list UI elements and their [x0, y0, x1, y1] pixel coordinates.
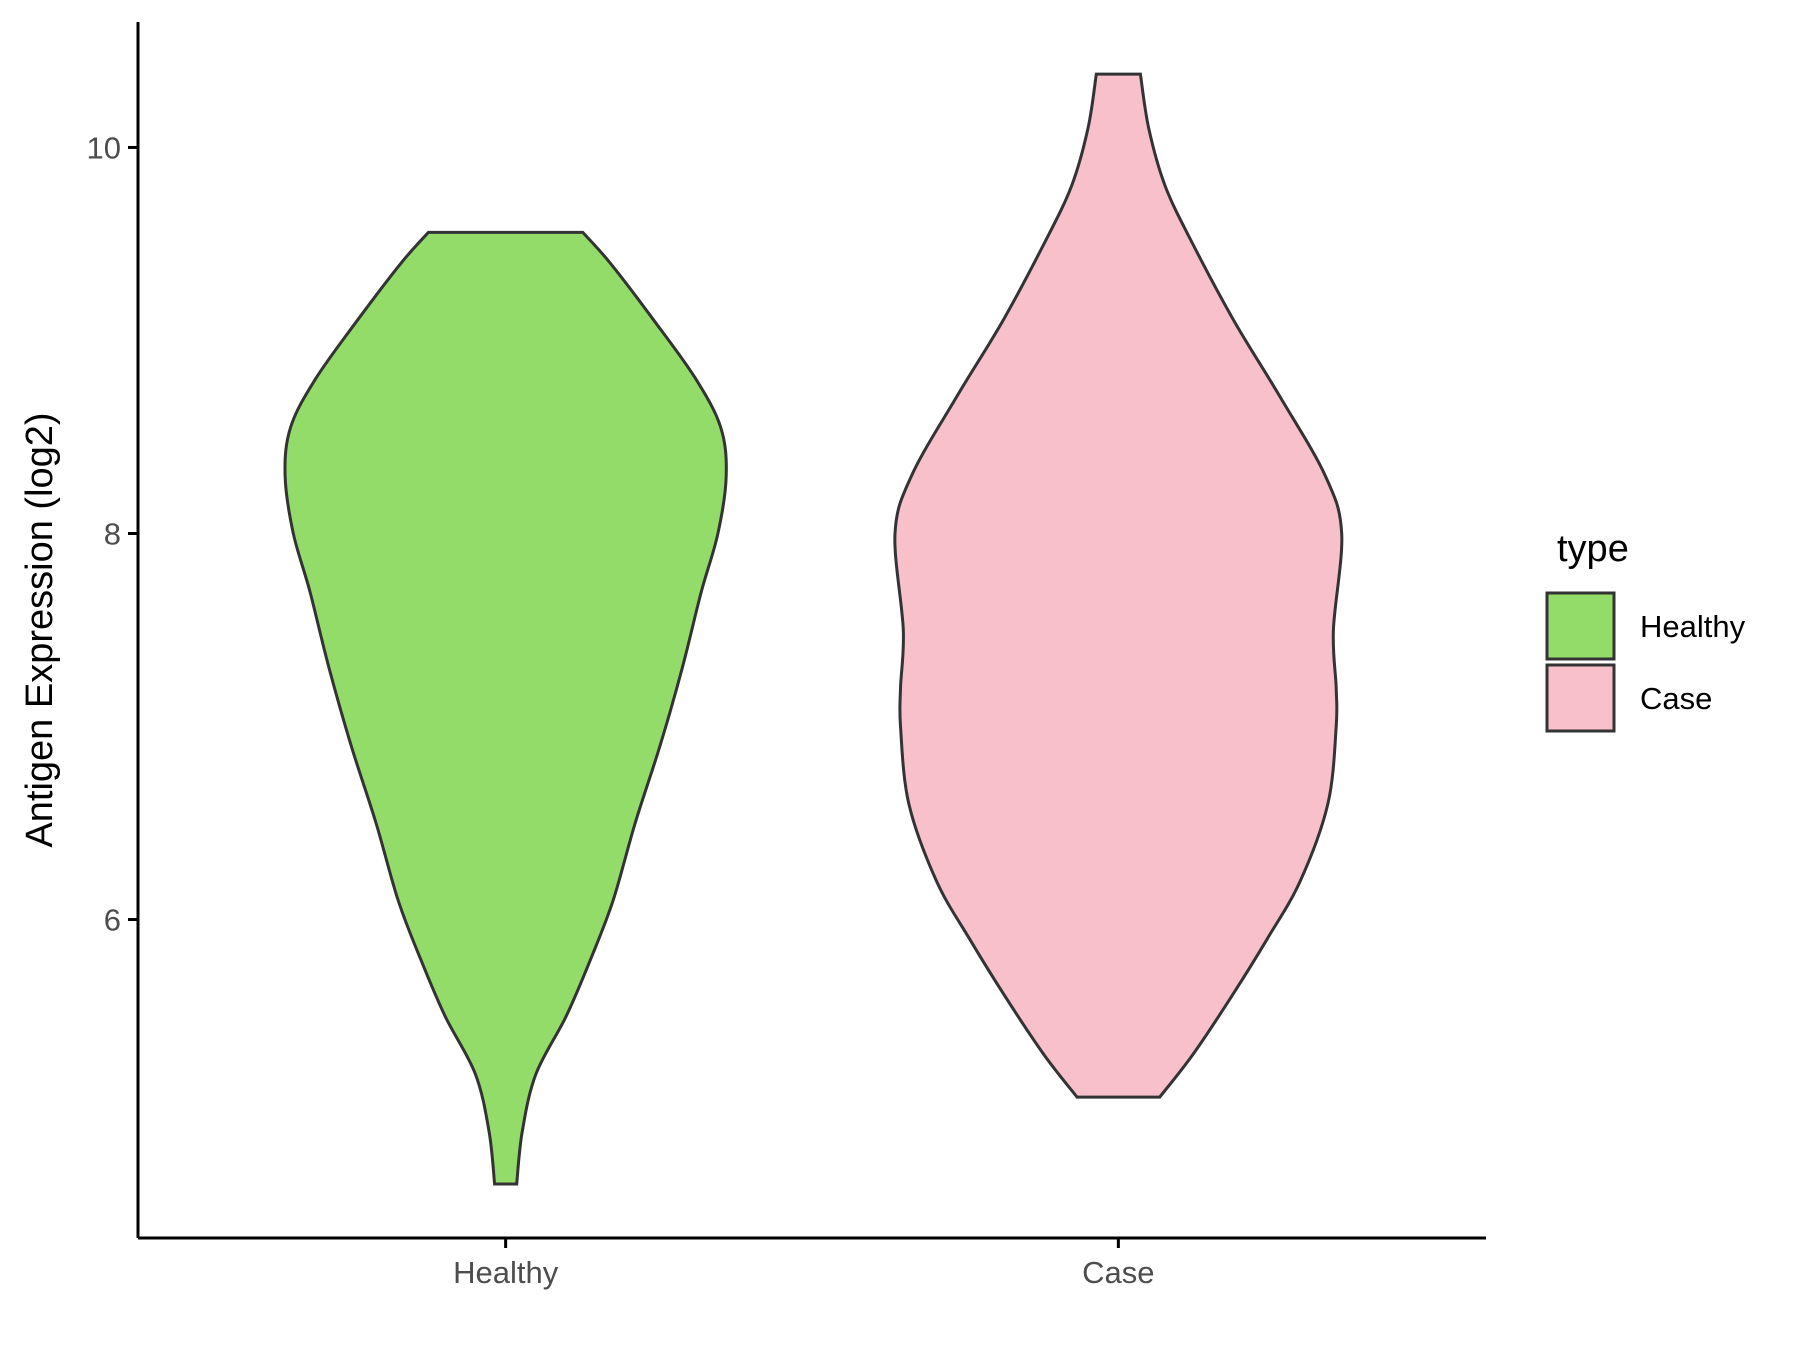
x-ticks: Healthy Case: [453, 1238, 1155, 1290]
legend-swatch-case: [1545, 663, 1616, 733]
violin-layer: [283, 72, 1344, 1186]
x-tick-label: Healthy: [453, 1255, 559, 1290]
legend-title: type: [1557, 528, 1629, 570]
violin-case: [893, 72, 1344, 1099]
y-ticks: 6 8 10: [87, 130, 138, 938]
y-tick-label: 10: [87, 130, 121, 165]
y-tick-label: 6: [104, 903, 121, 938]
y-tick-label: 8: [104, 516, 121, 551]
legend-label-healthy: Healthy: [1640, 609, 1746, 644]
legend-label-case: Case: [1640, 681, 1712, 716]
legend: type Healthy Case: [1545, 528, 1746, 733]
legend-entries: Healthy Case: [1545, 591, 1746, 733]
x-tick-label: Case: [1082, 1255, 1154, 1290]
legend-swatch-healthy: [1545, 591, 1616, 661]
violin-healthy: [283, 230, 728, 1186]
y-axis-title: Antigen Expression (log2): [19, 412, 61, 847]
